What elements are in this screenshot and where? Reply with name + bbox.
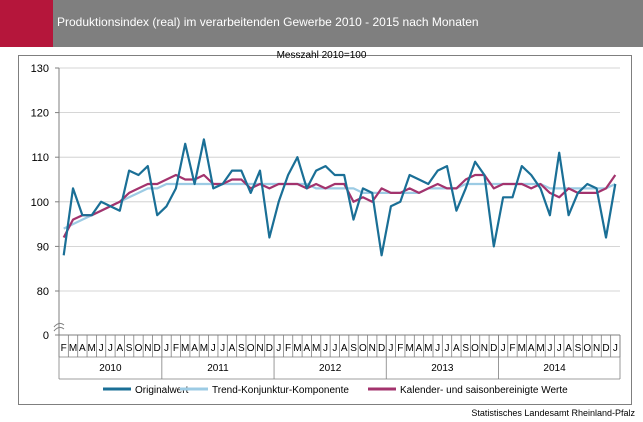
month-label: A: [79, 343, 86, 354]
month-label: J: [613, 343, 618, 354]
month-label: M: [424, 343, 432, 354]
month-label: D: [490, 343, 497, 354]
month-label: O: [359, 343, 367, 354]
month-label: O: [135, 343, 143, 354]
series-line-2: [62, 173, 617, 239]
month-label: J: [332, 343, 337, 354]
month-label: J: [323, 343, 328, 354]
month-label: N: [593, 343, 600, 354]
month-label: N: [481, 343, 488, 354]
month-label: M: [181, 343, 189, 354]
month-label: N: [369, 343, 376, 354]
month-label: A: [528, 343, 535, 354]
month-label: M: [88, 343, 96, 354]
month-label: J: [501, 343, 506, 354]
month-label: S: [575, 343, 582, 354]
month-label: F: [285, 343, 291, 354]
month-label: A: [341, 343, 348, 354]
month-label: D: [602, 343, 609, 354]
y-tick-label: 90: [37, 241, 49, 253]
plot-frame: [18, 55, 632, 405]
month-label: F: [397, 343, 403, 354]
y-tick-label: 110: [31, 152, 49, 164]
month-label: J: [164, 343, 169, 354]
month-label: M: [312, 343, 320, 354]
month-label: J: [445, 343, 450, 354]
month-label: A: [116, 343, 123, 354]
month-label: S: [126, 343, 133, 354]
series-line-0: [62, 138, 617, 257]
month-label: D: [378, 343, 385, 354]
chart-subtitle: Messzahl 2010=100: [276, 50, 367, 61]
month-label: M: [293, 343, 301, 354]
month-label: D: [154, 343, 161, 354]
series-line-1: [63, 182, 616, 230]
month-label: A: [453, 343, 460, 354]
axis-break-upper: [53, 322, 65, 328]
month-label: J: [547, 343, 552, 354]
month-label: O: [583, 343, 591, 354]
month-label: A: [229, 343, 236, 354]
year-label: 2014: [543, 363, 566, 374]
month-label: S: [462, 343, 469, 354]
year-label: 2010: [99, 363, 122, 374]
month-label: J: [276, 343, 281, 354]
year-label: 2012: [319, 363, 342, 374]
legend-label: Kalender- und saisonbereinigte Werte: [400, 385, 568, 396]
month-label: M: [69, 343, 77, 354]
month-label: F: [173, 343, 179, 354]
month-label: O: [247, 343, 255, 354]
month-label: M: [200, 343, 208, 354]
y-tick-label: 120: [31, 108, 49, 120]
title-accent: [0, 0, 53, 47]
month-label: J: [99, 343, 104, 354]
month-label: M: [536, 343, 544, 354]
month-label: D: [266, 343, 273, 354]
month-label: J: [220, 343, 225, 354]
year-label: 2011: [207, 363, 229, 374]
legend-label: Trend-Konjunktur-Komponente: [212, 385, 349, 396]
axis-break-lower: [53, 326, 65, 332]
month-label: A: [565, 343, 572, 354]
month-label: A: [303, 343, 310, 354]
y-tick-label: 0: [43, 330, 49, 342]
legend-label: Originalwert: [135, 385, 189, 396]
month-label: M: [518, 343, 526, 354]
y-tick-label: 130: [31, 63, 49, 75]
month-label: S: [350, 343, 357, 354]
month-label: S: [238, 343, 245, 354]
month-label: M: [405, 343, 413, 354]
y-tick-label: 100: [31, 197, 49, 209]
month-label: J: [211, 343, 216, 354]
year-label: 2013: [431, 363, 454, 374]
month-label: A: [191, 343, 198, 354]
month-label: N: [144, 343, 151, 354]
month-label: J: [435, 343, 440, 354]
month-label: F: [61, 343, 67, 354]
month-label: J: [388, 343, 393, 354]
month-label: O: [471, 343, 479, 354]
month-label: J: [108, 343, 113, 354]
month-label: J: [557, 343, 562, 354]
month-label: N: [256, 343, 263, 354]
chart-title: Produktionsindex (real) im verarbeitende…: [57, 15, 479, 29]
month-label: A: [416, 343, 423, 354]
month-label: F: [509, 343, 515, 354]
title-bar: [0, 0, 643, 47]
y-tick-label: 80: [37, 286, 49, 298]
source-note: Statistisches Landesamt Rheinland-Pfalz: [471, 408, 635, 418]
